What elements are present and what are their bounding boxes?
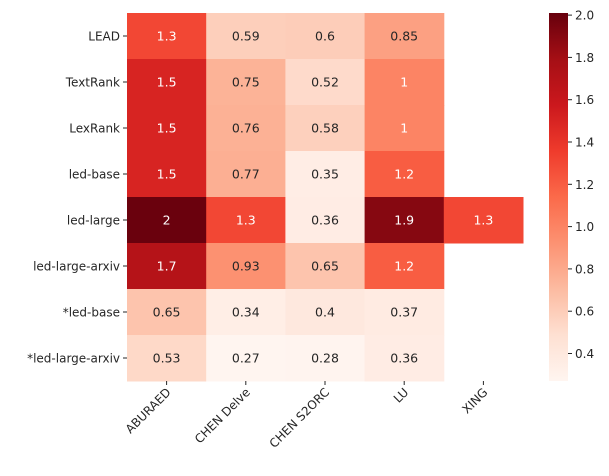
heatmap-cell bbox=[364, 13, 445, 60]
cell-annotation: 1.2 bbox=[394, 167, 414, 182]
cell-annotation: 2 bbox=[163, 213, 171, 228]
y-tick-label: LEAD bbox=[88, 30, 120, 44]
heatmap-cell bbox=[285, 289, 366, 336]
cell-annotation: 0.65 bbox=[153, 305, 181, 320]
heatmap-cell bbox=[206, 13, 286, 60]
heatmap-cell bbox=[364, 105, 445, 152]
cell-annotation: 1.5 bbox=[157, 121, 177, 136]
cell-annotation: 0.76 bbox=[232, 121, 260, 136]
x-tick-label: CHEN S2ORC bbox=[267, 385, 332, 450]
y-tick-label: led-large bbox=[67, 214, 120, 228]
cell-annotation: 0.53 bbox=[153, 351, 181, 366]
heatmap-cell bbox=[364, 335, 445, 382]
colorbar-tick-label: 0.6 bbox=[575, 305, 594, 319]
heatmap-cell bbox=[206, 289, 286, 336]
cell-annotation: 0.27 bbox=[232, 351, 260, 366]
heatmap-cell bbox=[206, 151, 286, 198]
heatmap-cell bbox=[206, 197, 286, 244]
heatmap-cell bbox=[285, 197, 366, 244]
heatmap-cell bbox=[127, 335, 207, 382]
cell-annotation: 0.52 bbox=[311, 75, 339, 90]
heatmap-cell bbox=[127, 243, 207, 290]
x-tick-label: ABURAED bbox=[123, 385, 174, 436]
x-tick-label: XING bbox=[459, 385, 490, 416]
cell-annotation: 1.7 bbox=[157, 259, 177, 274]
heatmap-cell bbox=[206, 335, 286, 382]
heatmap-cell bbox=[285, 13, 366, 60]
y-tick-labels: LEAD TextRank LexRank led-base led-large led-… bbox=[27, 30, 127, 366]
cell-annotation: 0.85 bbox=[390, 29, 418, 44]
cell-annotation: 0.37 bbox=[390, 305, 418, 320]
cell-annotation: 0.93 bbox=[232, 259, 260, 274]
cell-annotation: 0.75 bbox=[232, 75, 260, 90]
cell-annotation: 1 bbox=[400, 75, 408, 90]
colorbar-gradient-bar bbox=[549, 13, 568, 381]
heatmap-cell bbox=[285, 105, 366, 152]
colorbar-tick-label: 1.6 bbox=[575, 93, 594, 107]
colorbar-tick-label: 1.8 bbox=[575, 51, 594, 65]
heatmap-cell bbox=[364, 289, 445, 336]
cell-annotation: 0.34 bbox=[232, 305, 260, 320]
colorbar-tick-label: 1.4 bbox=[575, 136, 594, 150]
cell-annotation: 0.4 bbox=[315, 305, 335, 320]
cell-annotation: 0.58 bbox=[311, 121, 339, 136]
heatmap-cell bbox=[364, 151, 445, 198]
heatmap-cell bbox=[206, 105, 286, 152]
heatmap-cell bbox=[127, 197, 207, 244]
y-tick-label: TextRank bbox=[65, 76, 120, 90]
heatmap-cells: 1.3 0.59 0.6 0.85 1.5 0.75 0.52 1 1.5 0.76 0.58 1 1.… bbox=[127, 13, 524, 382]
heatmap-cell bbox=[364, 243, 445, 290]
heatmap-cell bbox=[364, 197, 445, 244]
colorbar-tick-label: 0.4 bbox=[575, 347, 594, 361]
x-tick-labels: ABURAED CHEN Delve CHEN S2ORC LU XING bbox=[123, 381, 491, 451]
cell-annotation: 0.59 bbox=[232, 29, 260, 44]
colorbar-tick-label: 2.0 bbox=[575, 9, 594, 23]
x-tick-label: CHEN Delve bbox=[192, 385, 253, 446]
cell-annotation: 0.65 bbox=[311, 259, 339, 274]
colorbar-tick-label: 0.8 bbox=[575, 262, 594, 276]
y-tick-label: led-large-arxiv bbox=[33, 260, 120, 274]
cell-annotation: 1.3 bbox=[473, 213, 493, 228]
cell-annotation: 1.2 bbox=[394, 259, 414, 274]
cell-annotation: 1.5 bbox=[157, 75, 177, 90]
heatmap-cell bbox=[206, 243, 286, 290]
heatmap-cell bbox=[127, 59, 207, 106]
y-tick-label: led-base bbox=[69, 168, 120, 182]
cell-annotation: 1.3 bbox=[236, 213, 256, 228]
y-tick-label: *led-base bbox=[63, 306, 120, 320]
cell-annotation: 0.35 bbox=[311, 167, 339, 182]
heatmap-cell bbox=[127, 151, 207, 198]
heatmap-cell bbox=[285, 335, 366, 382]
cell-annotation: 1.3 bbox=[157, 29, 177, 44]
y-tick-label: *led-large-arxiv bbox=[27, 352, 120, 366]
heatmap-cell bbox=[127, 289, 207, 336]
heatmap-cell bbox=[443, 197, 524, 244]
y-tick-label: LexRank bbox=[69, 122, 120, 136]
heatmap-cell bbox=[206, 59, 286, 106]
cell-annotation: 0.77 bbox=[232, 167, 260, 182]
heatmap-cell bbox=[364, 59, 445, 106]
heatmap-cell bbox=[285, 59, 366, 106]
cell-annotation: 1.5 bbox=[157, 167, 177, 182]
heatmap-cell bbox=[127, 105, 207, 152]
cell-annotation: 0.28 bbox=[311, 351, 339, 366]
colorbar-tick-label: 1.0 bbox=[575, 220, 594, 234]
cell-annotation: 1 bbox=[400, 121, 408, 136]
cell-annotation: 0.6 bbox=[315, 29, 335, 44]
cell-annotation: 0.36 bbox=[390, 351, 418, 366]
heatmap-cell bbox=[285, 151, 366, 198]
colorbar: 0.4 0.6 0.8 1.0 1.2 1.4 1.6 1.8 2.0 bbox=[549, 9, 594, 381]
x-tick-label: LU bbox=[391, 385, 411, 405]
heatmap-cell bbox=[285, 243, 366, 290]
colorbar-tick-label: 1.2 bbox=[575, 178, 594, 192]
cell-annotation: 1.9 bbox=[394, 213, 414, 228]
cell-annotation: 0.36 bbox=[311, 213, 339, 228]
heatmap-cell bbox=[127, 13, 207, 60]
